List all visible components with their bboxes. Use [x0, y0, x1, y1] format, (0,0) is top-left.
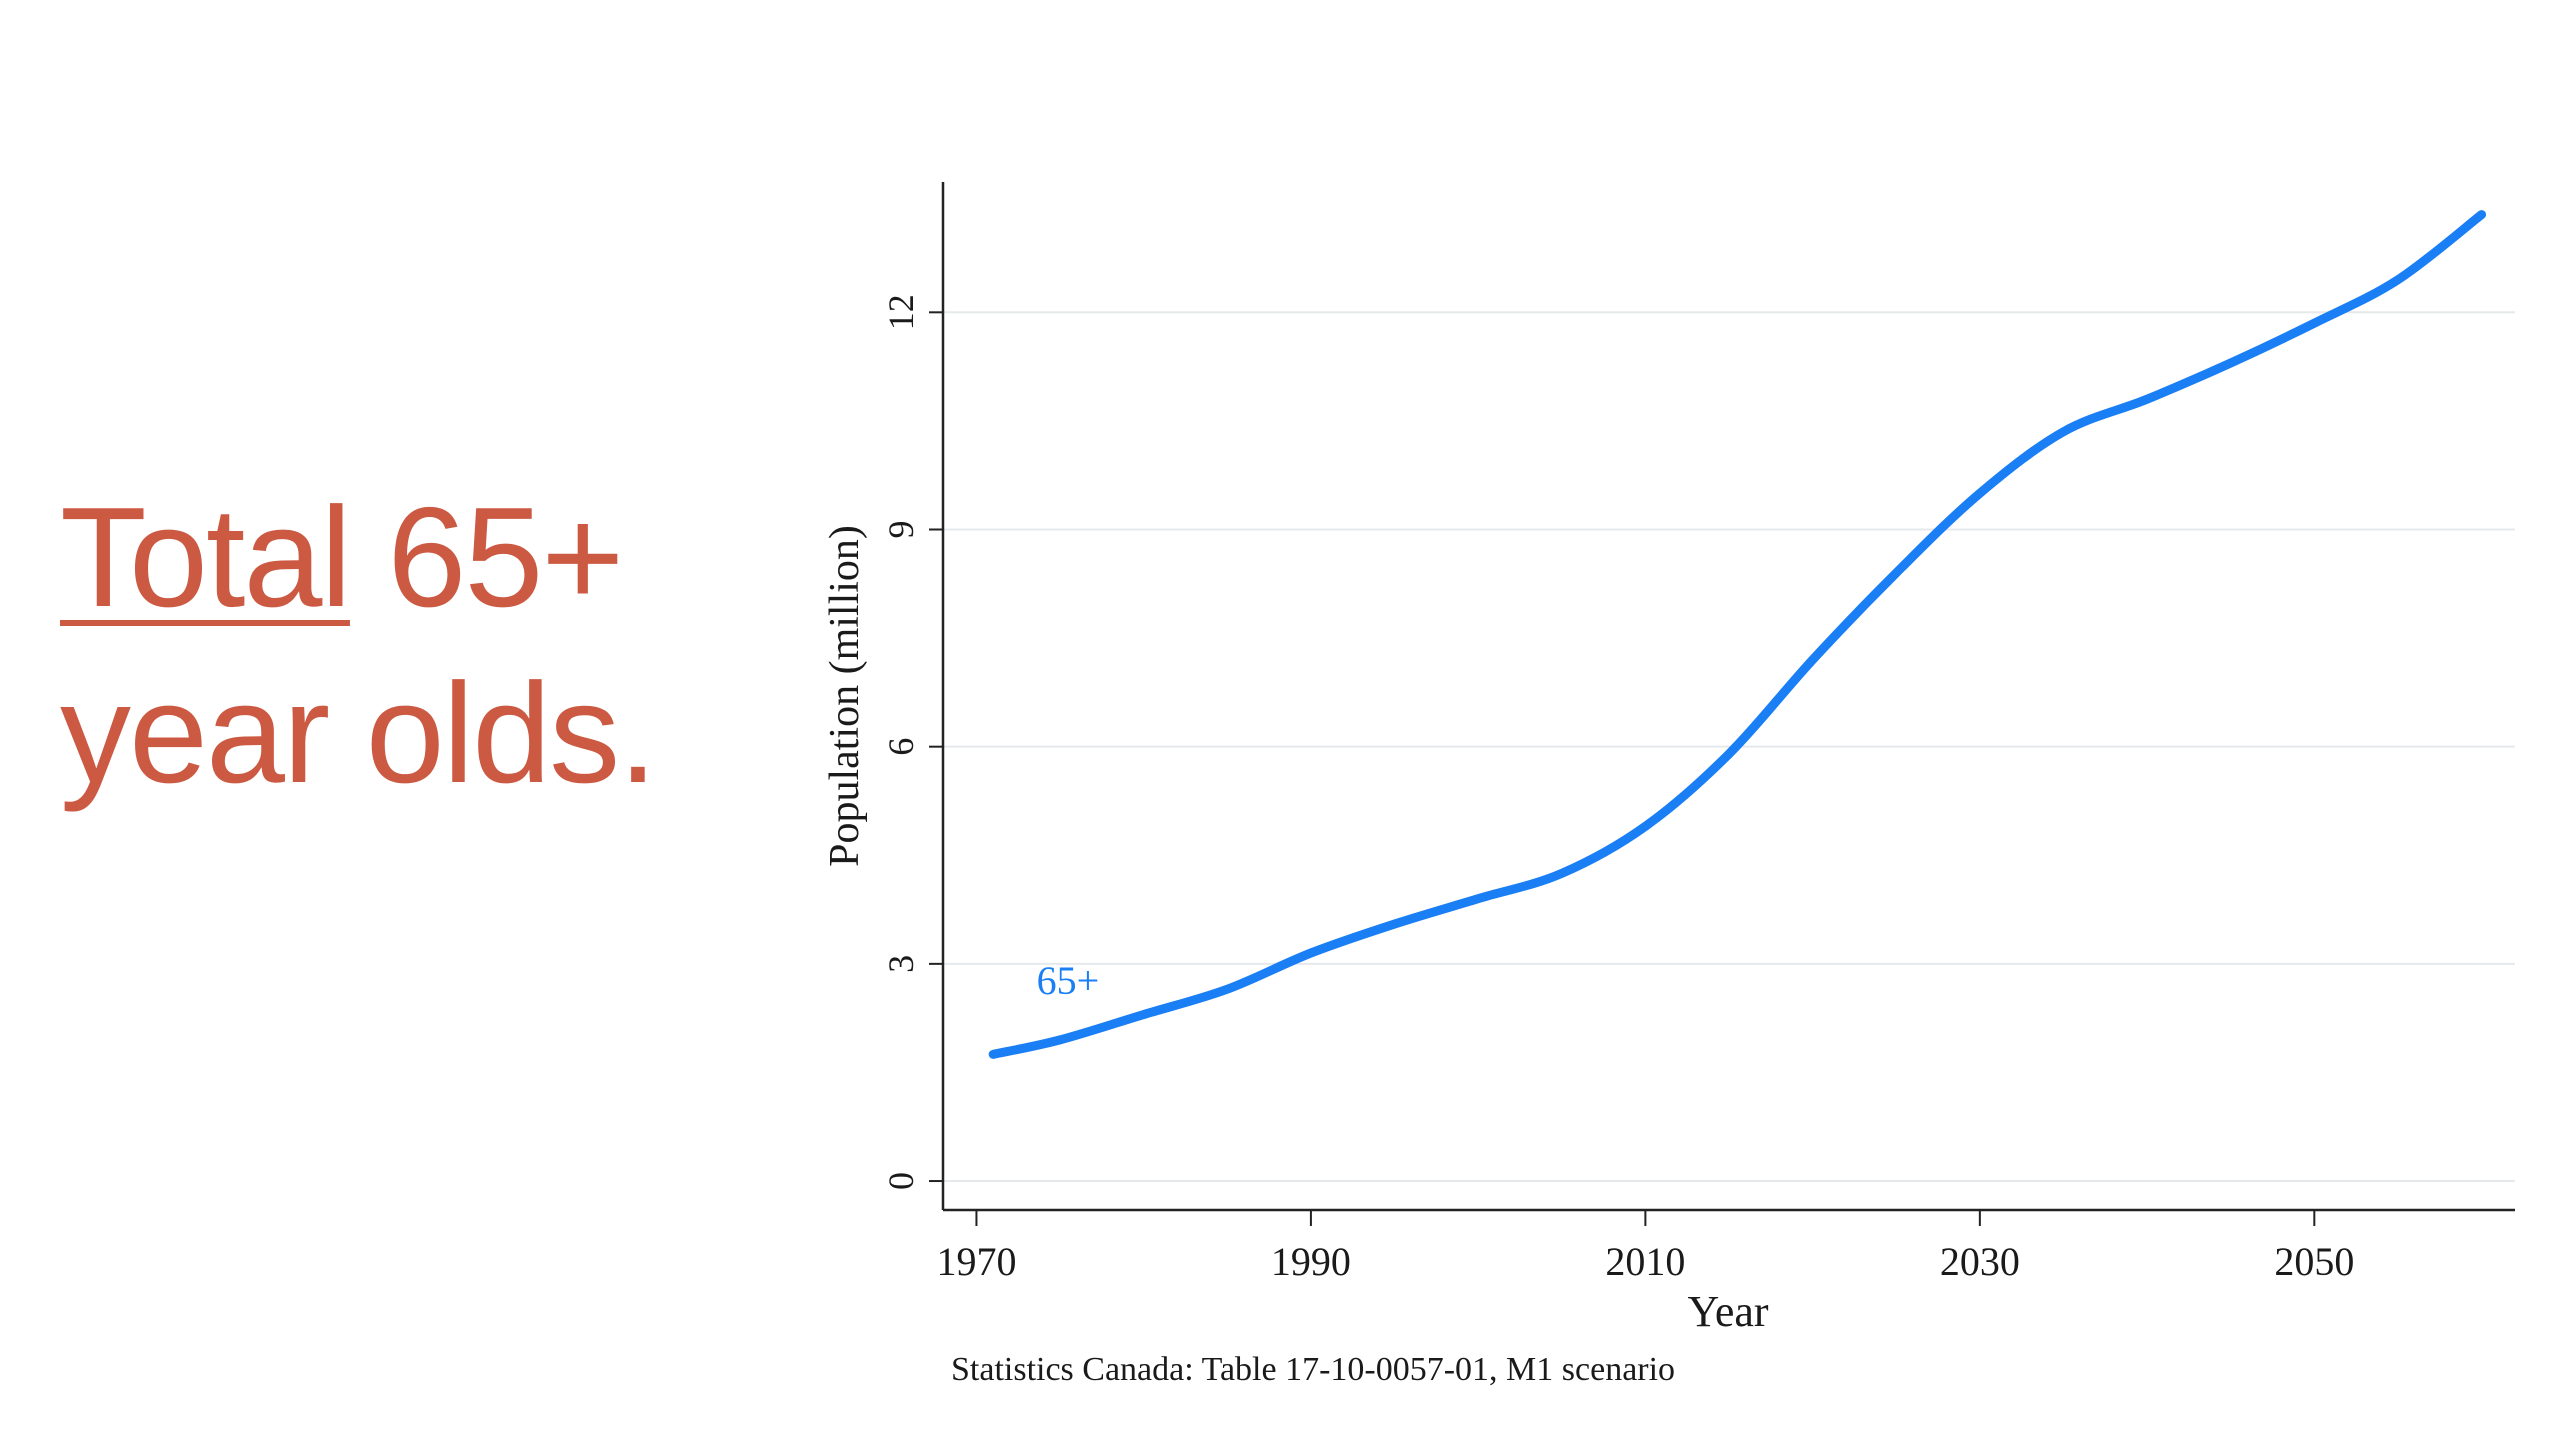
series-layer: [988, 210, 2487, 1059]
x-tick-label: 1990: [1271, 1239, 1351, 1284]
series-line-65plus: [988, 210, 2487, 1059]
grid-layer: [943, 311, 2515, 1183]
x-tick-label: 2010: [1605, 1239, 1685, 1284]
source-note: Statistics Canada: Table 17-10-0057-01, …: [951, 1351, 1675, 1388]
y-tick-label: 12: [881, 294, 921, 330]
axes-layer: [929, 182, 2515, 1226]
x-tick-label: 2030: [1940, 1239, 2020, 1284]
headline-line2: year olds.: [60, 654, 658, 813]
y-tick-label: 9: [881, 520, 921, 538]
y-axis-title: Population (million): [822, 525, 868, 867]
x-axis-title: Year: [1687, 1287, 1768, 1336]
series-annotation: 65+: [1037, 958, 1100, 1003]
headline-link[interactable]: Total: [60, 478, 352, 637]
y-tick-label: 0: [881, 1172, 921, 1190]
slide-headline: Total 65+ year olds.: [60, 470, 760, 822]
x-tick-label: 2050: [2274, 1239, 2354, 1284]
y-tick-label: 6: [881, 738, 921, 756]
label-layer: 0 3 6 9 12 1970 1990 2010 2030 2050 Year Population…: [822, 294, 2354, 1388]
y-tick-label: 3: [881, 955, 921, 973]
headline-rest: 65+: [349, 478, 624, 637]
x-tick-label: 1970: [936, 1239, 1016, 1284]
